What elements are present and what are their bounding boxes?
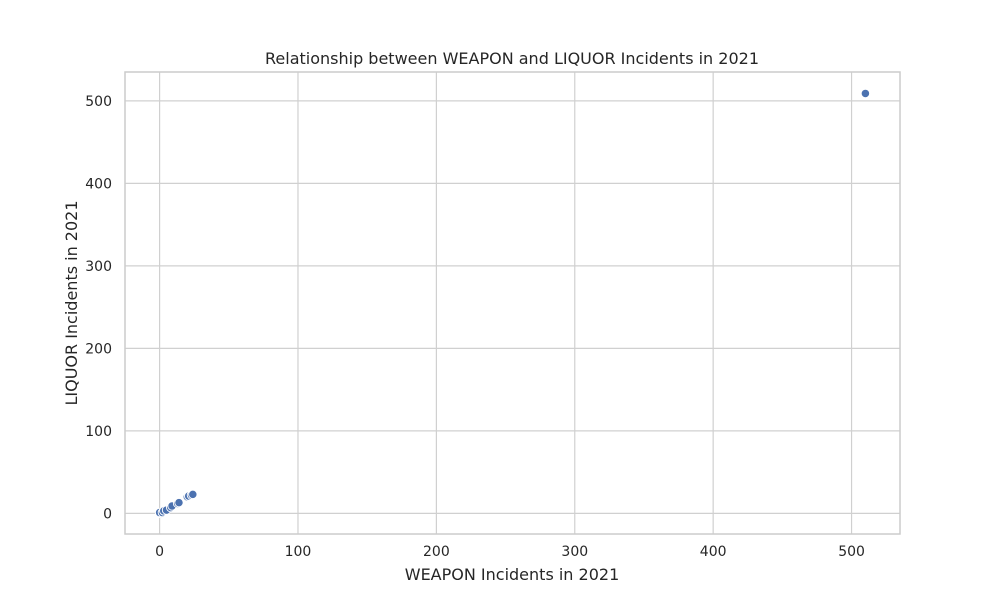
data-point xyxy=(860,88,871,99)
x-tick-label: 0 xyxy=(155,544,164,560)
chart-title: Relationship between WEAPON and LIQUOR I… xyxy=(265,49,759,68)
data-points xyxy=(154,88,871,519)
y-axis-title: LIQUOR Incidents in 2021 xyxy=(62,200,81,405)
data-point xyxy=(188,489,198,500)
grid-lines xyxy=(125,72,900,534)
y-tick-label: 100 xyxy=(85,424,112,440)
y-tick-label: 200 xyxy=(85,341,112,357)
y-tick-label: 0 xyxy=(103,506,112,522)
x-tick-label: 100 xyxy=(285,544,312,560)
y-tick-label: 500 xyxy=(85,94,112,110)
y-tick-label: 300 xyxy=(85,259,112,275)
x-axis-ticks: 0 100 200 300 400 500 xyxy=(155,544,865,560)
plot-frame xyxy=(124,71,901,535)
x-tick-label: 500 xyxy=(838,544,865,560)
data-point xyxy=(174,497,184,508)
x-axis-title: WEAPON Incidents in 2021 xyxy=(405,565,620,584)
y-tick-label: 400 xyxy=(85,176,112,192)
x-tick-label: 300 xyxy=(561,544,588,560)
x-tick-label: 400 xyxy=(700,544,727,560)
x-tick-label: 200 xyxy=(423,544,450,560)
y-axis-ticks: 0 100 200 300 400 500 xyxy=(85,94,112,523)
